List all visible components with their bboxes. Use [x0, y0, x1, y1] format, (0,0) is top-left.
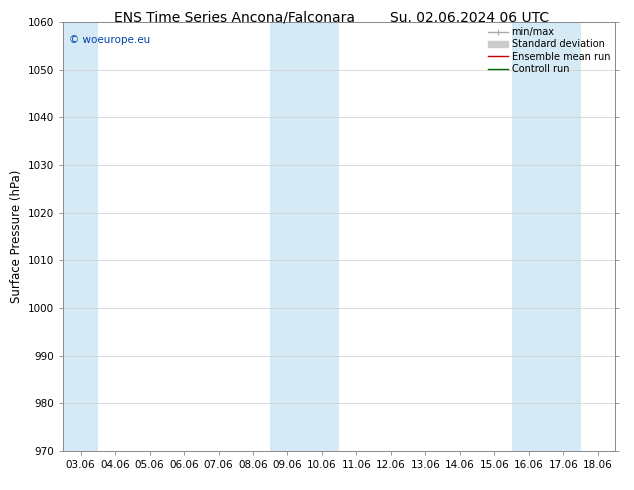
- Text: Su. 02.06.2024 06 UTC: Su. 02.06.2024 06 UTC: [390, 11, 548, 25]
- Bar: [63, 22, 98, 451]
- Legend: min/max, Standard deviation, Ensemble mean run, Controll run: min/max, Standard deviation, Ensemble me…: [486, 25, 612, 76]
- Bar: [512, 22, 581, 451]
- Text: © woeurope.eu: © woeurope.eu: [69, 35, 150, 45]
- Bar: [270, 22, 339, 451]
- Y-axis label: Surface Pressure (hPa): Surface Pressure (hPa): [10, 170, 23, 303]
- Text: ENS Time Series Ancona/Falconara: ENS Time Series Ancona/Falconara: [114, 11, 355, 25]
